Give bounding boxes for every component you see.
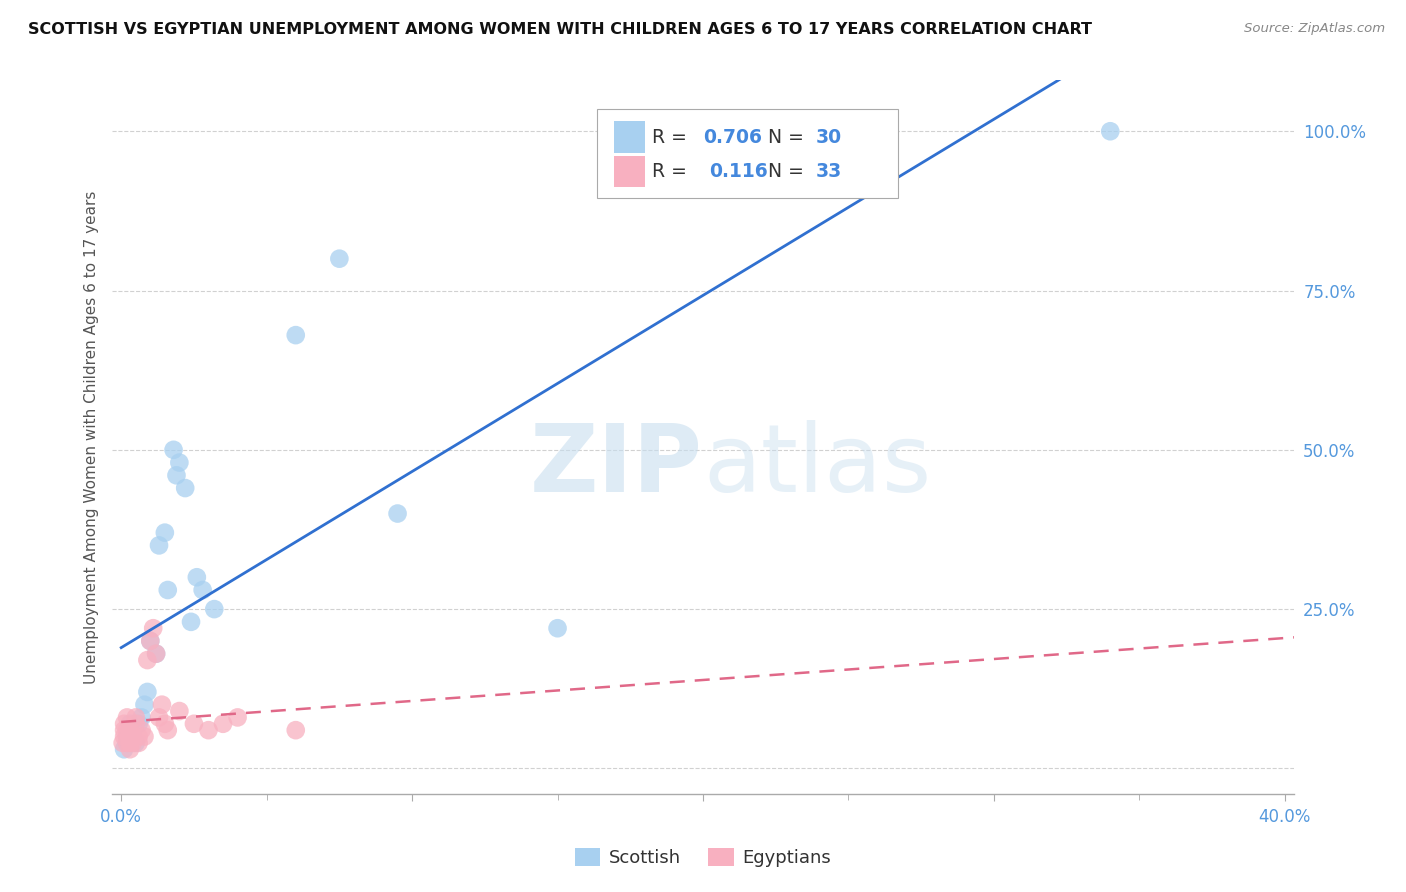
Point: [156, 723, 179, 738]
Point: [145, 647, 167, 661]
Point: [136, 685, 159, 699]
Point: [169, 456, 191, 470]
Point: [131, 710, 153, 724]
Point: [202, 602, 225, 616]
Point: [121, 730, 143, 744]
Point: [183, 716, 205, 731]
Point: [118, 742, 141, 756]
Point: [174, 481, 197, 495]
Point: [191, 582, 214, 597]
Text: N =: N =: [768, 162, 810, 181]
Point: [153, 525, 176, 540]
Text: Source: ZipAtlas.com: Source: ZipAtlas.com: [1244, 22, 1385, 36]
Point: [186, 570, 208, 584]
Point: [118, 723, 141, 738]
Point: [115, 723, 138, 738]
Point: [226, 710, 249, 724]
Legend: Scottish, Egyptians: Scottish, Egyptians: [575, 847, 831, 867]
Point: [721, 144, 744, 158]
Point: [118, 730, 141, 744]
Y-axis label: Unemployment Among Women with Children Ages 6 to 17 years: Unemployment Among Women with Children A…: [83, 190, 98, 684]
Point: [142, 621, 165, 635]
Point: [212, 716, 235, 731]
Text: ZIP: ZIP: [530, 419, 703, 512]
Point: [128, 716, 150, 731]
FancyBboxPatch shape: [614, 156, 645, 187]
Point: [118, 736, 141, 750]
FancyBboxPatch shape: [596, 109, 898, 198]
Point: [125, 710, 148, 724]
Point: [139, 634, 162, 648]
Text: R =: R =: [652, 128, 693, 146]
Text: atlas: atlas: [703, 419, 931, 512]
Point: [153, 716, 176, 731]
Point: [139, 634, 162, 648]
Point: [284, 328, 307, 343]
Point: [112, 730, 135, 744]
Point: [115, 710, 138, 724]
Point: [128, 736, 150, 750]
Point: [118, 716, 141, 731]
Point: [328, 252, 350, 266]
Point: [150, 698, 173, 712]
Point: [166, 468, 188, 483]
Point: [156, 582, 179, 597]
Text: R =: R =: [652, 162, 699, 181]
Point: [112, 716, 135, 731]
Point: [112, 723, 135, 738]
Point: [284, 723, 307, 738]
Text: 33: 33: [815, 162, 841, 181]
Point: [180, 615, 202, 629]
Point: [136, 653, 159, 667]
Text: N =: N =: [768, 128, 810, 146]
Point: [112, 742, 135, 756]
Point: [547, 621, 569, 635]
Point: [134, 730, 156, 744]
FancyBboxPatch shape: [614, 121, 645, 153]
Point: [145, 647, 167, 661]
Text: 0.706: 0.706: [703, 128, 762, 146]
Point: [169, 704, 191, 718]
Point: [131, 723, 153, 738]
Text: 0.116: 0.116: [709, 162, 768, 181]
Text: SCOTTISH VS EGYPTIAN UNEMPLOYMENT AMONG WOMEN WITH CHILDREN AGES 6 TO 17 YEARS C: SCOTTISH VS EGYPTIAN UNEMPLOYMENT AMONG …: [28, 22, 1092, 37]
Point: [115, 736, 138, 750]
Point: [118, 723, 141, 738]
Point: [115, 730, 138, 744]
Point: [125, 736, 148, 750]
Point: [121, 736, 143, 750]
Point: [128, 730, 150, 744]
Point: [121, 730, 143, 744]
Point: [115, 736, 138, 750]
Point: [148, 710, 170, 724]
Point: [1099, 124, 1122, 138]
Point: [387, 507, 409, 521]
Point: [162, 442, 184, 457]
Point: [148, 538, 170, 552]
Point: [197, 723, 219, 738]
Point: [125, 716, 148, 731]
Point: [111, 736, 134, 750]
Text: 30: 30: [815, 128, 841, 146]
Point: [134, 698, 156, 712]
